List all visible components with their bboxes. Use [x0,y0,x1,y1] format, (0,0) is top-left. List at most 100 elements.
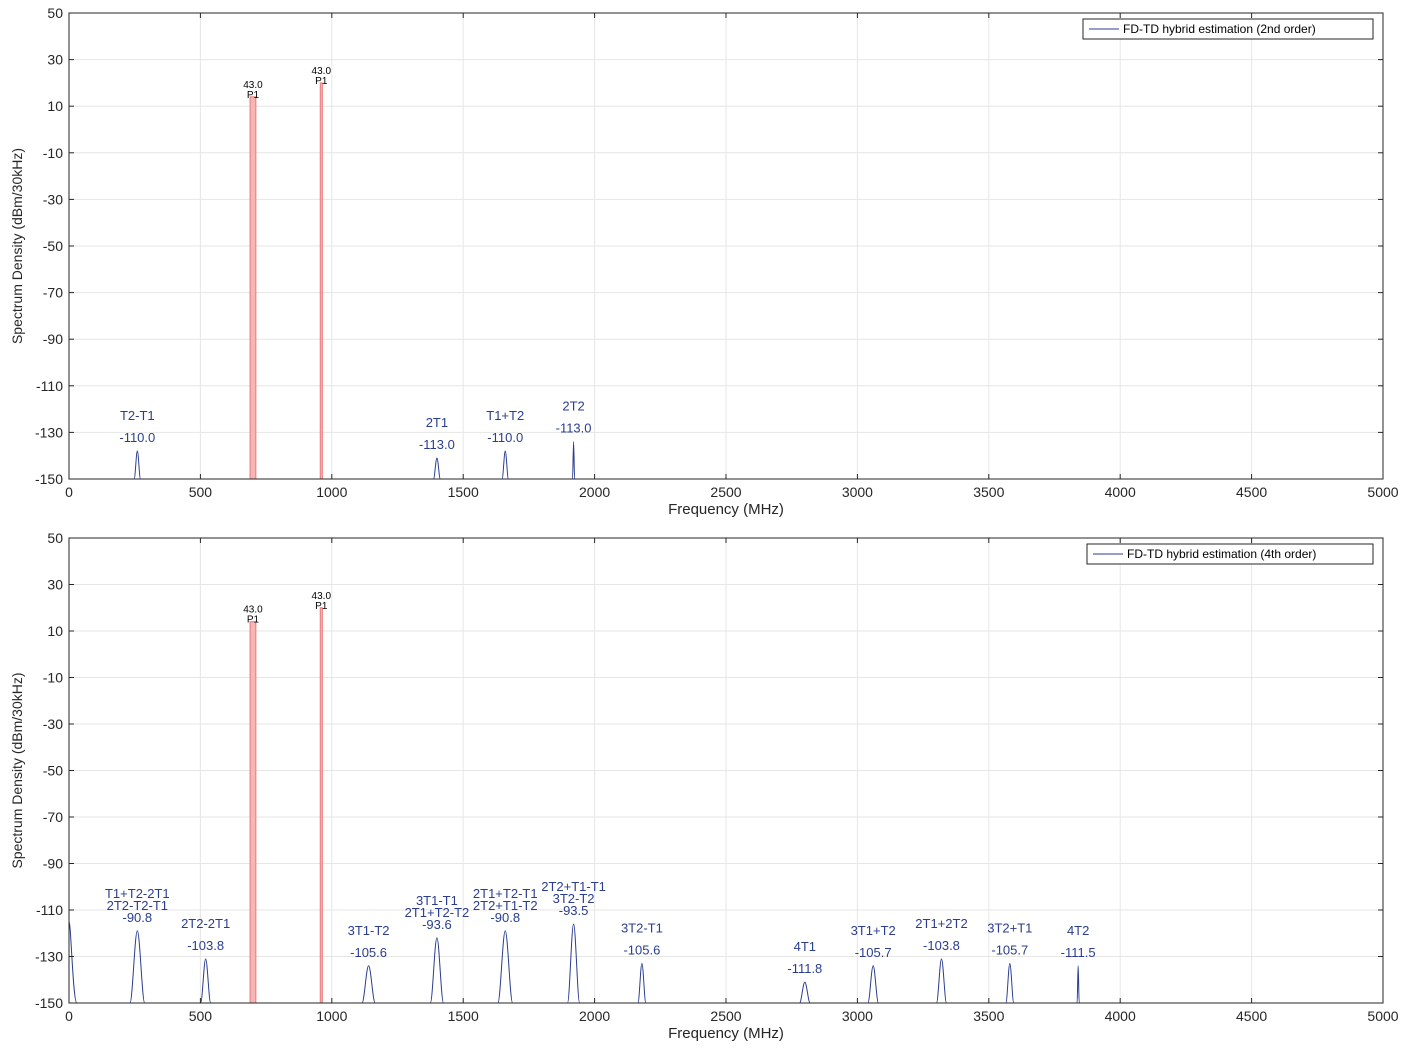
y-tick-label: -70 [43,809,63,825]
y-tick-label: 50 [47,5,63,21]
peak-value-label: -105.7 [991,942,1028,957]
peak-name-label: T1+T2 [486,408,524,423]
peak-name-label: 2T2+T1-T2 [473,898,538,913]
peak-name-label: 2T2-T2-T1 [107,898,168,913]
peak-value-label: -93.6 [422,917,452,932]
peak-value-label: -110.0 [119,430,155,445]
x-tick-label: 2500 [710,484,741,500]
peak-value-label: -105.6 [623,942,660,957]
trace-peak [637,962,647,1004]
trace-peak [133,450,141,480]
y-axis-label: Spectrum Density (dBm/30kHz) [9,148,25,344]
carrier-name-label: P1 [247,90,260,101]
trace-peak [361,965,376,1004]
carrier-bar [319,607,323,1004]
x-tick-label: 2000 [579,1008,610,1024]
trace-peak [867,965,879,1004]
y-tick-label: -90 [43,856,63,872]
y-tick-label: -30 [43,716,63,732]
x-tick-label: 4000 [1105,484,1136,500]
carrier-value-label: 43.0 [243,605,263,616]
peak-value-label: -103.8 [923,938,960,953]
legend-box [1086,543,1374,565]
peak-value-label: -90.8 [123,910,153,925]
trace-peak [799,981,811,1004]
peak-name-label: 4T2 [1067,923,1089,938]
peak-name-label: 2T1+T2-T1 [473,886,538,901]
peak-name-label: T1+T2-2T1 [105,886,170,901]
x-tick-label: 3000 [842,1008,873,1024]
x-tick-label: 3500 [973,1008,1004,1024]
x-tick-label: 4500 [1236,484,1267,500]
carrier-name-label: P1 [247,615,260,626]
trace-peak [429,937,444,1004]
x-tick-label: 0 [65,484,73,500]
x-tick-label: 5000 [1367,1008,1398,1024]
trace-peak [572,441,576,480]
peak-name-label: 3T1-T2 [348,923,390,938]
y-axis-label: Spectrum Density (dBm/30kHz) [9,672,25,868]
peak-value-label: -111.5 [1061,945,1096,960]
peak-value-label: -105.6 [350,945,387,960]
peak-value-label: -111.8 [787,961,822,976]
peak-name-label: 3T2-T1 [621,920,663,935]
y-tick-label: -50 [43,763,63,779]
y-tick-label: -130 [35,424,63,440]
carrier-value-label: 43.0 [312,66,332,77]
trace-peak [129,930,146,1004]
trace-peak [501,450,509,480]
y-tick-label: -110 [36,902,63,918]
ticks: 0 500 1000 1500 2000 2500 3000 3500 4000 4500 5000… [35,5,1399,500]
y-tick-label: -110 [36,378,63,394]
x-tick-label: 1000 [316,1008,347,1024]
trace-peak [497,930,514,1004]
x-tick-label: 2000 [579,484,610,500]
legend-box [1082,18,1374,40]
x-tick-label: 1000 [316,484,347,500]
peak-value-label: -105.7 [855,945,892,960]
trace-peak [1005,962,1015,1004]
peak-name-label: 4T1 [794,939,816,954]
y-tick-label: -130 [35,949,63,965]
legend: FD-TD hybrid estimation (4th order) [1086,543,1374,565]
x-tick-label: 5000 [1367,484,1398,500]
peak-value-label: -113.0 [556,421,592,436]
y-tick-label: 10 [47,623,63,639]
carrier-value-label: 43.0 [243,80,263,91]
series-trace: -110.0 T2-T1 -113.0 2T1 -110.0 T1+T2 -113.0 2T2 [119,399,592,480]
x-tick-label: 500 [189,484,213,500]
carrier-name-label: P1 [315,76,328,87]
chart-panel-2: 43.0P143.0P1-90.8T1+T2-2T12T2-T2-T1-103.… [9,530,1399,1042]
carrier-bar [319,82,323,480]
y-tick-label: 30 [47,577,63,593]
y-tick-label: -150 [35,995,63,1011]
trace-peak [433,457,441,480]
y-tick-label: -90 [43,331,63,347]
peak-name-label: 2T1+T2-T2 [405,905,470,920]
peak-name-label: 3T1+T2 [851,923,896,938]
x-tick-label: 0 [65,1008,73,1024]
peak-name-label: 3T2+T1 [987,920,1032,935]
y-tick-label: -150 [35,471,63,487]
peak-value-label: -110.0 [487,430,523,445]
trace-peak [1076,965,1080,1004]
carrier-bar [249,96,257,480]
y-tick-label: -10 [43,145,63,161]
carrier-value-label: 43.0 [312,591,332,602]
y-tick-label: -10 [43,670,63,686]
peak-name-label: 2T2 [562,399,584,414]
peak-name-label: T2-T1 [120,408,155,423]
peak-name-label: 3T2-T2 [553,891,595,906]
trace-edge-peak [68,921,78,1004]
legend-entry: FD-TD hybrid estimation (2nd order) [1123,22,1316,36]
x-tick-label: 1500 [448,484,479,500]
y-tick-label: 10 [47,98,63,114]
chart-panel-1: 43.0P143.0P1-110.0T2-T1-113.02T1-110.0T1… [9,5,1399,518]
x-tick-label: 4500 [1236,1008,1267,1024]
peak-value-label: -103.8 [187,938,224,953]
trace-peak [936,958,947,1004]
y-tick-label: 50 [47,530,63,546]
x-tick-label: 1500 [448,1008,479,1024]
